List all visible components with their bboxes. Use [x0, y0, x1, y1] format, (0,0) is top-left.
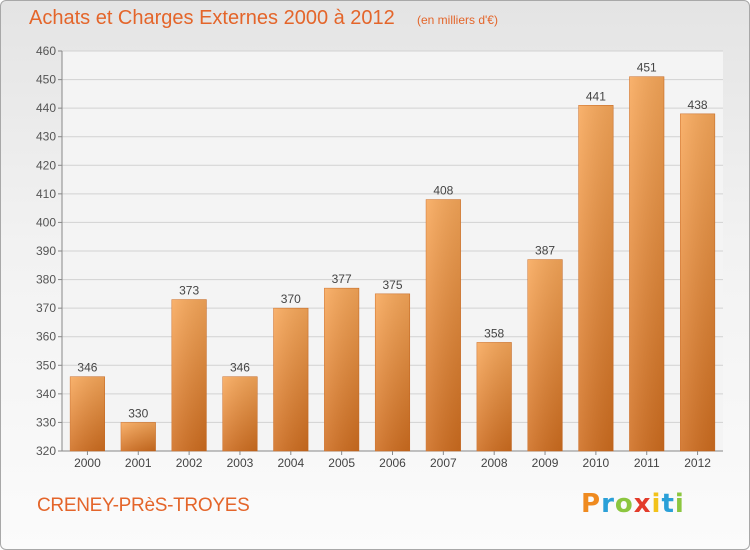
- y-tick-label: 460: [36, 44, 56, 58]
- bar-value-label: 377: [332, 272, 352, 286]
- bar-value-label: 451: [637, 61, 657, 75]
- y-tick-label: 440: [36, 101, 56, 115]
- bar-value-label: 375: [382, 278, 402, 292]
- bar-value-label: 346: [77, 361, 97, 375]
- y-tick-label: 400: [36, 215, 56, 229]
- bar-shade: [476, 342, 512, 451]
- bar-shade: [680, 113, 715, 451]
- bar-value-label: 370: [281, 292, 301, 306]
- bar-shade: [171, 299, 207, 451]
- x-tick-label: 2010: [583, 456, 610, 470]
- bar-shade: [629, 76, 665, 451]
- y-tick-label: 360: [36, 330, 56, 344]
- x-tick-label: 2000: [74, 456, 101, 470]
- y-tick-label: 430: [36, 130, 56, 144]
- y-tick-label: 340: [36, 387, 56, 401]
- bars: 346 330 373 346 370 377 375 408 358 387 441 451 438: [69, 61, 716, 452]
- bar-shade: [222, 376, 258, 451]
- bar-shade: [120, 422, 156, 451]
- bar-value-label: 438: [688, 98, 708, 112]
- x-axis: 2000 2001 2002 2003 2004 2005 2006 2007 2008 2009…: [74, 451, 711, 470]
- x-tick-label: 2003: [227, 456, 254, 470]
- x-tick-label: 2006: [379, 456, 406, 470]
- x-tick-label: 2009: [532, 456, 559, 470]
- bar-shade: [375, 293, 410, 451]
- x-tick-label: 2012: [684, 456, 711, 470]
- y-tick-label: 370: [36, 301, 56, 315]
- bar-value-label: 408: [433, 184, 453, 198]
- bar-shade: [426, 199, 461, 451]
- bar-value-label: 346: [230, 361, 250, 375]
- place-name: CRENEY-PRèS-TROYES: [37, 495, 250, 516]
- bar-value-label: 373: [179, 284, 199, 298]
- x-tick-label: 2008: [481, 456, 508, 470]
- x-tick-label: 2005: [328, 456, 355, 470]
- y-tick-label: 380: [36, 273, 56, 287]
- y-tick-label: 330: [36, 415, 56, 429]
- y-tick-label: 450: [36, 73, 56, 87]
- bar-value-label: 441: [586, 89, 606, 103]
- y-tick-label: 420: [36, 158, 56, 172]
- y-tick-label: 410: [36, 187, 56, 201]
- bar-value-label: 358: [484, 326, 504, 340]
- bar-shade: [324, 288, 359, 451]
- bar-shade: [578, 105, 614, 452]
- x-tick-label: 2011: [634, 456, 660, 470]
- bar-shade: [70, 376, 105, 451]
- y-tick-label: 320: [36, 444, 56, 458]
- bar-shade: [527, 259, 563, 451]
- bar-value-label: 330: [128, 406, 148, 420]
- chart-subtitle: (en milliers d'€): [417, 13, 498, 27]
- proxiti-logo: Proxiti: [581, 489, 685, 519]
- chart-title: Achats et Charges Externes 2000 à 2012: [29, 7, 395, 29]
- y-tick-label: 390: [36, 244, 56, 258]
- x-tick-label: 2007: [430, 456, 457, 470]
- x-tick-label: 2001: [125, 456, 152, 470]
- bar-shade: [273, 308, 309, 451]
- x-tick-label: 2002: [176, 456, 203, 470]
- bar-value-label: 387: [535, 244, 555, 258]
- x-tick-label: 2004: [277, 456, 304, 470]
- y-tick-label: 350: [36, 358, 56, 372]
